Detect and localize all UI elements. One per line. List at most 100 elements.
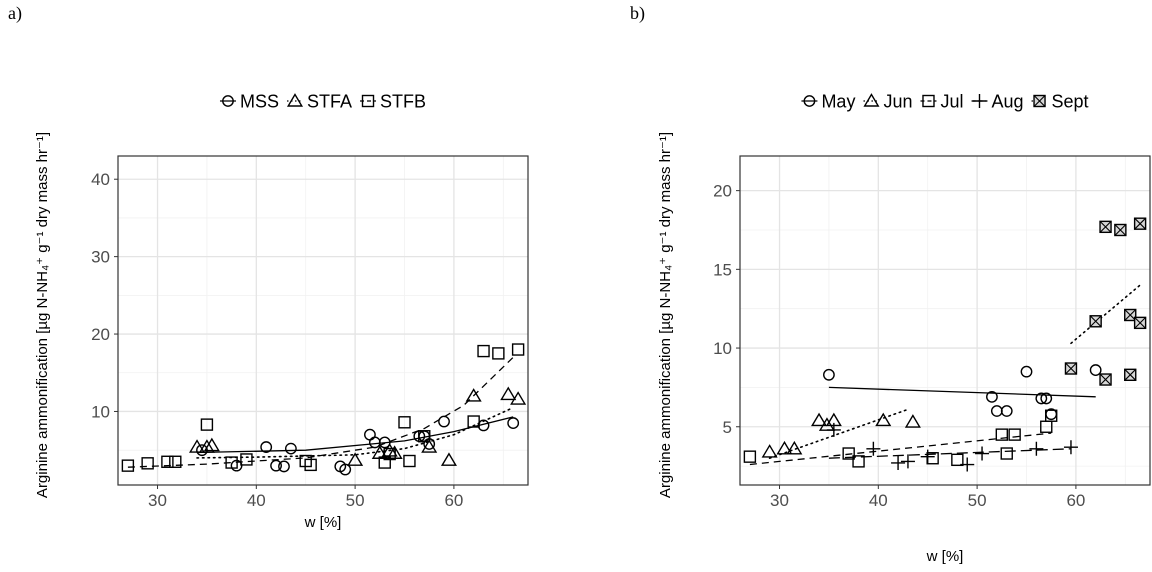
fit-line-sept	[1070, 284, 1141, 345]
point-jun	[875, 412, 892, 427]
point-may	[1000, 405, 1013, 417]
point-mss	[339, 463, 352, 476]
point-stfb	[161, 455, 174, 468]
point-stfa	[500, 386, 517, 401]
legend-item-stfb: STFB	[360, 92, 426, 112]
point-stfb	[225, 456, 238, 469]
point-aug	[920, 449, 935, 464]
point-jun	[776, 440, 793, 455]
point-aug	[826, 422, 841, 437]
fit-lines-b	[749, 284, 1141, 466]
grid-a	[118, 156, 528, 485]
point-sept	[1089, 315, 1102, 328]
point-stfb	[169, 455, 182, 468]
point-stfa	[510, 391, 527, 405]
x-tick-label: 50	[968, 491, 987, 510]
point-may	[1020, 365, 1033, 378]
x-tick-label: 60	[1066, 491, 1085, 510]
point-jul	[1045, 409, 1058, 422]
point-stfb	[403, 454, 416, 468]
legend-item-sept: Sept	[1031, 92, 1089, 112]
point-sept	[1099, 220, 1112, 234]
point-jun	[761, 444, 778, 458]
point-sept	[1064, 362, 1078, 375]
legend-label-jul: Jul	[940, 92, 963, 112]
point-jul	[1008, 428, 1021, 441]
points-b	[743, 217, 1147, 472]
fit-line-jul	[749, 432, 1052, 466]
point-mss	[284, 442, 297, 455]
y-axis-title-a: Arginine ammonification [µg N-NH₄⁺ g⁻¹ d…	[34, 132, 51, 498]
legend-label-stfa: STFA	[307, 92, 352, 112]
point-aug	[891, 455, 906, 470]
point-sept	[1133, 217, 1147, 230]
point-aug	[960, 457, 975, 472]
fit-lines-a	[127, 356, 514, 468]
point-stfb	[383, 447, 396, 461]
point-may	[1040, 392, 1053, 405]
point-stfb	[477, 344, 490, 358]
legend-label-aug: Aug	[992, 92, 1024, 112]
point-mss	[260, 441, 273, 453]
panel-a: a) MSS STFA STFB 30 40 50 60 10 20 30 40 w [%] Ar…	[8, 3, 529, 531]
point-sept	[1099, 373, 1112, 386]
panel-b: b) May Jun Jul Aug Sept 30 40 50 60 5 10 15 20 w [%…	[630, 3, 1151, 565]
y-tick-label: 15	[713, 260, 732, 279]
point-aug	[900, 454, 915, 469]
x-tick-label: 60	[444, 491, 463, 510]
fit-line-stfa	[196, 406, 514, 459]
point-jul	[852, 455, 865, 468]
point-stfa	[203, 437, 220, 452]
legend-item-jul: Jul	[920, 92, 964, 112]
y-tick-label: 30	[91, 248, 110, 267]
point-jul	[951, 453, 964, 467]
point-aug	[866, 441, 881, 456]
point-stfb	[121, 459, 135, 472]
point-stfb	[304, 458, 317, 472]
point-may	[1035, 392, 1048, 405]
point-stfb	[511, 343, 525, 356]
panel-a-label: a)	[8, 3, 22, 24]
point-stfb	[240, 453, 253, 466]
point-sept	[1133, 316, 1147, 330]
fit-line-aug	[828, 448, 1072, 459]
y-tick-label: 20	[91, 325, 110, 344]
x-axis-title-a: w [%]	[304, 514, 342, 531]
legend-key-jul	[922, 94, 935, 108]
legend-key-sept	[1033, 94, 1046, 108]
y-tick-label: 5	[723, 418, 732, 437]
x-tick-label: 30	[148, 491, 167, 510]
point-mss	[364, 428, 376, 441]
y-tick-label: 10	[91, 402, 110, 421]
point-stfa	[347, 452, 364, 466]
point-stfb	[200, 418, 214, 431]
point-mss	[270, 459, 282, 472]
legend-label-sept: Sept	[1052, 92, 1089, 112]
point-may	[990, 405, 1003, 417]
point-mss	[438, 415, 450, 428]
point-stfa	[440, 452, 457, 466]
x-tick-label: 50	[346, 491, 365, 510]
point-mss	[278, 460, 290, 473]
point-stfa	[465, 388, 482, 402]
legend-key-may	[803, 95, 816, 107]
y-tick-label: 40	[91, 170, 110, 189]
point-may	[823, 368, 835, 381]
point-aug	[975, 446, 990, 461]
point-stfb	[398, 416, 411, 429]
point-jul	[1000, 447, 1013, 460]
x-axis-title-b: w [%]	[926, 548, 964, 565]
point-jun	[904, 414, 921, 428]
point-may	[986, 390, 998, 403]
point-stfa	[421, 439, 438, 453]
point-aug	[1063, 440, 1078, 455]
fit-line-stfb	[127, 356, 514, 468]
point-stfb	[492, 347, 505, 360]
plot-frame-a	[117, 155, 529, 486]
point-mss	[507, 417, 520, 429]
point-jun	[811, 412, 828, 427]
legend-key-stfa	[286, 93, 304, 107]
point-sept	[1124, 308, 1137, 322]
x-tick-label: 30	[770, 491, 789, 510]
panel-b-label: b)	[630, 3, 645, 24]
